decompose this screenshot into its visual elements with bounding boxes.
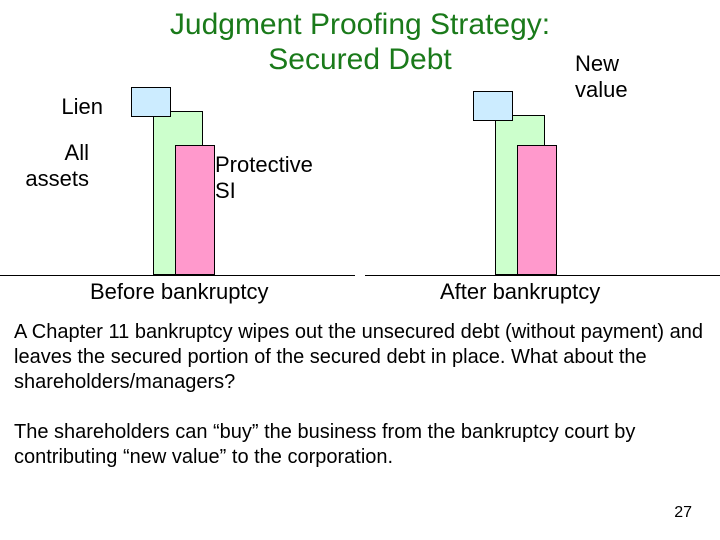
title-line-1: Judgment Proofing Strategy: [170,8,550,41]
axis-label-before: Before bankruptcy [90,279,269,305]
paragraph-2: The shareholders can “buy” the business … [14,420,706,470]
label-protective-si: ProtectiveSI [215,152,313,204]
axis-label-after: After bankruptcy [440,279,600,305]
title-line-2: Secured Debt [268,43,451,76]
label-all-assets: Allassets [25,140,89,192]
baseline-right [365,275,720,276]
bar-left-blue [131,87,171,117]
bar-right-blue [473,91,513,121]
paragraph-1: A Chapter 11 bankruptcy wipes out the un… [14,320,706,395]
label-new-value: Newvalue [575,51,628,103]
bar-left-pink [175,145,215,275]
label-lien: Lien [61,94,103,120]
baseline-left [0,275,355,276]
page-number: 27 [674,504,692,522]
bar-right-pink [517,145,557,275]
